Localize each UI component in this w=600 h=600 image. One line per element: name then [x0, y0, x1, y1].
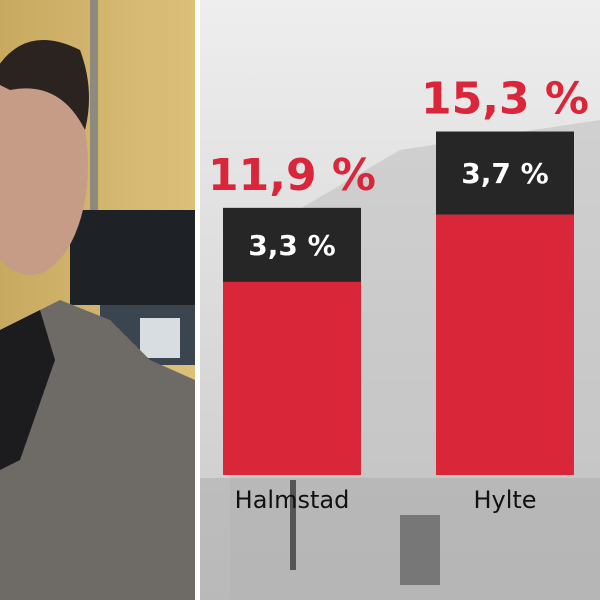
total-label: 15,3 %: [421, 74, 589, 125]
category-label: Halmstad: [235, 486, 350, 514]
category-label: Hylte: [473, 486, 536, 514]
bar-segment: [436, 131, 574, 215]
bar-segment: [436, 214, 574, 475]
total-label: 11,9 %: [208, 150, 376, 201]
segment-label: 3,7 %: [461, 157, 548, 190]
reporter-photo: [0, 0, 195, 600]
segment-label: 3,3 %: [248, 229, 335, 262]
bar-segment: [223, 207, 361, 282]
bar-segment: [223, 281, 361, 475]
